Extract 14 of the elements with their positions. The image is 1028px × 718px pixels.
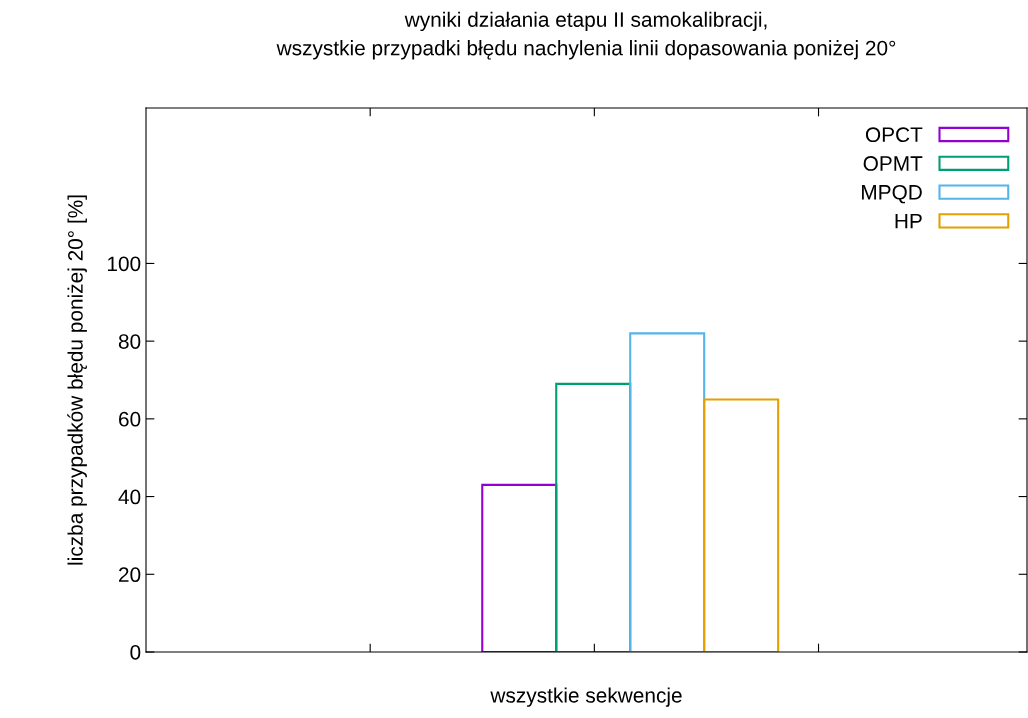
x-axis-title: wszystkie sekwencje <box>490 687 682 707</box>
y-tick-label: 60 <box>119 411 141 427</box>
legend-label: OPMT <box>863 156 923 171</box>
y-tick-label: 0 <box>130 645 141 660</box>
y-tick-label: 20 <box>119 567 141 583</box>
y-tick-label: 80 <box>118 334 141 349</box>
bar <box>703 398 780 652</box>
y-axis-title: liczba przypadków błędu poniżej 20° [%] <box>67 195 87 565</box>
legend-label: MPQD <box>862 184 922 204</box>
y-tick-label: 100 <box>107 256 141 272</box>
y-tick-label: 40 <box>118 489 141 505</box>
chart-title: wyniki działania etapu II samokalibracji, wszystkie przypadki błędu nachylenia linii dopasowania poniżej 20° <box>276 11 896 60</box>
legend-label: OPCT <box>865 127 923 143</box>
legend-label: HP <box>895 213 922 229</box>
